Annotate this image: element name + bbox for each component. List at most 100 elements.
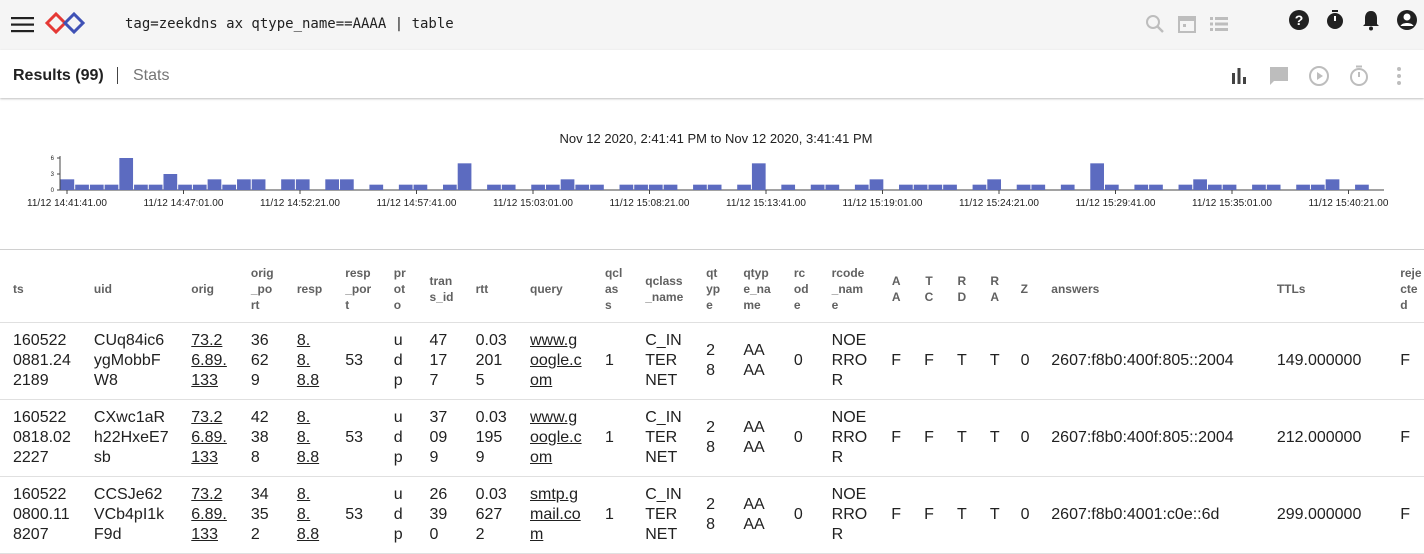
histogram-bar[interactable] [781, 184, 796, 190]
column-header[interactable]: answers [1051, 282, 1100, 296]
histogram-bar[interactable] [1104, 184, 1119, 190]
histogram-bar[interactable] [737, 184, 751, 190]
column-header[interactable]: reje cte d [1400, 266, 1422, 312]
column-header[interactable]: qclass _name [645, 274, 684, 304]
histogram-bar[interactable] [1296, 184, 1310, 190]
column-header[interactable]: rtt [475, 282, 489, 296]
histogram-bar[interactable] [1207, 184, 1222, 190]
histogram-bar[interactable] [119, 158, 134, 190]
stopwatch-icon[interactable] [1347, 64, 1371, 88]
column-header[interactable]: rcode _nam e [831, 266, 865, 312]
histogram-bar[interactable] [531, 184, 545, 190]
table-cell[interactable]: 73.2 6.89. 133 [178, 399, 238, 477]
histogram-bar[interactable] [1222, 184, 1237, 190]
histogram-bar[interactable] [442, 184, 457, 190]
column-header[interactable]: rc od e [793, 266, 809, 312]
histogram-bar[interactable] [207, 179, 222, 190]
histogram-bar[interactable] [295, 179, 310, 190]
histogram-bar[interactable] [634, 184, 648, 190]
histogram-bar[interactable] [134, 184, 148, 190]
histogram-bar[interactable] [487, 184, 501, 190]
column-header[interactable]: pr ot o [393, 266, 406, 312]
histogram-bar[interactable] [1090, 163, 1104, 190]
column-header[interactable]: tran s_id [429, 274, 454, 304]
histogram-bar[interactable] [913, 184, 928, 190]
timer-icon[interactable] [1323, 8, 1347, 32]
histogram-bar[interactable] [251, 179, 266, 190]
histogram-bar[interactable] [1310, 184, 1325, 190]
histogram-bar[interactable] [148, 184, 163, 190]
histogram-bar[interactable] [1325, 179, 1340, 190]
column-header[interactable]: qcl as s [604, 266, 623, 312]
tab-stats[interactable]: Stats [133, 67, 170, 84]
histogram-bar[interactable] [575, 184, 590, 190]
histogram-bar[interactable] [928, 184, 943, 190]
histogram-bar[interactable] [590, 184, 604, 190]
table-row[interactable]: 160522 0881.24 2189 CUq84ic6 ygMobbF W8 73.2 6.… [0, 322, 1424, 400]
search-query-text[interactable]: tag=zeekdns ax qtype_name==AAAA | table [125, 16, 454, 32]
gravwell-logo[interactable] [45, 10, 85, 36]
table-cell[interactable]: www.g oogle.c om [517, 399, 592, 477]
histogram-bar[interactable] [648, 184, 663, 190]
table-cell[interactable]: smtp.g mail.co m [517, 476, 592, 554]
column-header[interactable]: ts [13, 282, 24, 296]
table-cell[interactable]: 8. 8. 8.8 [283, 399, 333, 477]
bell-icon[interactable] [1359, 8, 1383, 32]
column-header[interactable]: resp [296, 282, 323, 296]
tab-results[interactable]: Results (99) [13, 67, 104, 84]
list-icon[interactable] [1207, 12, 1231, 36]
histogram-bar[interactable] [972, 184, 987, 190]
histogram-bar[interactable] [281, 179, 295, 190]
histogram-bar[interactable] [398, 184, 413, 190]
search-icon[interactable] [1143, 12, 1167, 36]
histogram-bar[interactable] [1266, 184, 1281, 190]
histogram-bar[interactable] [1031, 184, 1046, 190]
histogram-bar[interactable] [1193, 179, 1207, 190]
column-header[interactable]: uid [93, 282, 112, 296]
column-header[interactable]: orig _po rt [250, 266, 274, 312]
histogram-bar[interactable] [825, 184, 840, 190]
histogram-bar[interactable] [560, 179, 575, 190]
histogram-bar[interactable] [1134, 184, 1149, 190]
column-header[interactable]: TTLs [1276, 282, 1306, 296]
histogram-bar[interactable] [413, 184, 428, 190]
histogram-bar[interactable] [663, 184, 678, 190]
histogram-bar[interactable] [192, 184, 207, 190]
table-cell[interactable]: www.g oogle.c om [517, 322, 592, 400]
histogram-bar[interactable] [619, 184, 634, 190]
histogram-bar[interactable] [545, 184, 560, 190]
histogram-bar[interactable] [854, 184, 869, 190]
column-header[interactable]: Z [1020, 282, 1028, 296]
calendar-icon[interactable] [1175, 12, 1199, 36]
comment-icon[interactable] [1267, 64, 1291, 88]
more-vert-icon[interactable] [1387, 64, 1411, 88]
histogram-bar[interactable] [104, 184, 119, 190]
column-header[interactable]: qt yp e [706, 266, 721, 312]
histogram-bar[interactable] [1252, 184, 1266, 190]
histogram-bar[interactable] [1016, 184, 1031, 190]
table-cell[interactable]: 73.2 6.89. 133 [178, 322, 238, 400]
column-header[interactable]: qtyp e_na me [743, 266, 771, 312]
histogram-bar[interactable] [693, 184, 707, 190]
histogram-bar[interactable] [810, 184, 825, 190]
histogram-bar[interactable] [987, 179, 1002, 190]
menu-icon[interactable] [11, 13, 35, 37]
histogram-bar[interactable] [869, 179, 884, 190]
histogram-bar[interactable] [707, 184, 722, 190]
histogram-bar[interactable] [1178, 184, 1193, 190]
histogram-bar[interactable] [75, 184, 89, 190]
histogram-bar[interactable] [237, 179, 251, 190]
histogram-bar[interactable] [325, 179, 340, 190]
table-cell[interactable]: 8. 8. 8.8 [283, 322, 333, 400]
histogram-bar[interactable] [1149, 184, 1163, 190]
column-header[interactable]: orig [191, 282, 214, 296]
account-icon[interactable] [1395, 8, 1419, 32]
column-header[interactable]: query [530, 282, 563, 296]
histogram-bar[interactable] [340, 179, 354, 190]
play-icon[interactable] [1307, 64, 1331, 88]
histogram-bar[interactable] [457, 163, 472, 190]
